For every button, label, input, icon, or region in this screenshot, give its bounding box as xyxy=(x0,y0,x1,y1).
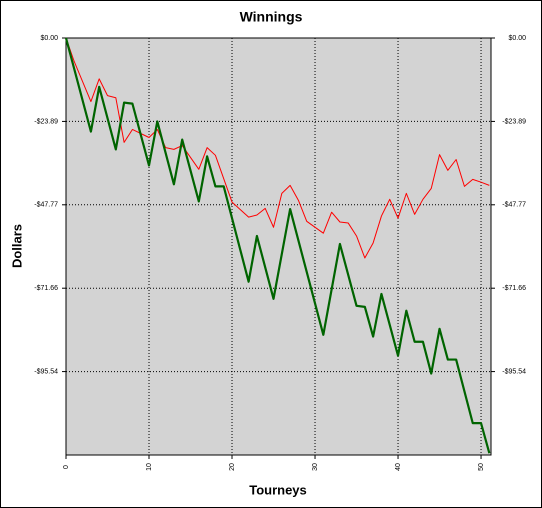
y2-tick-label: -$71.66 xyxy=(502,285,526,292)
plot-area xyxy=(65,37,492,456)
x-axis-label: Tourneys xyxy=(249,482,307,497)
y2-tick-label: $0.00 xyxy=(508,35,526,42)
y2-tick-label: -$47.77 xyxy=(502,202,526,209)
y-tick-label: -$23.89 xyxy=(34,118,58,125)
x-tick-label: 50 xyxy=(478,463,485,471)
x-tick-label: 30 xyxy=(312,463,319,471)
x-tick-label: 10 xyxy=(146,463,153,471)
x-tick-label: 0 xyxy=(63,465,70,469)
x-tick-label: 40 xyxy=(395,463,402,471)
y-axis-label: Dollars xyxy=(9,224,24,268)
chart-title: Winnings xyxy=(240,9,303,25)
y2-tick-label: -$23.89 xyxy=(502,118,526,125)
y-tick-label: -$71.66 xyxy=(34,285,58,292)
y-tick-label: -$95.54 xyxy=(34,368,58,375)
x-tick-label: 20 xyxy=(229,463,236,471)
y-tick-label: $0.00 xyxy=(40,35,58,42)
line-series xyxy=(64,37,491,454)
y-tick-label: -$47.77 xyxy=(34,202,58,209)
y2-tick-label: -$95.54 xyxy=(502,368,526,375)
